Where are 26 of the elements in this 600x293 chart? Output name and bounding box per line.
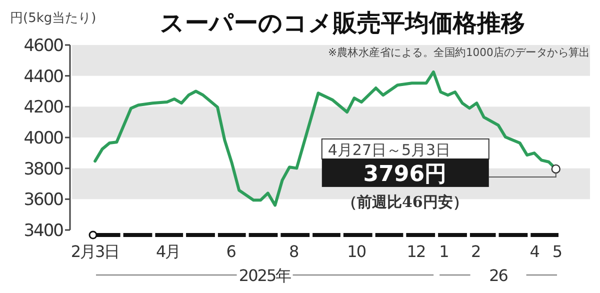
- text: 2025年: [238, 266, 292, 285]
- x-tick-label: 2: [471, 242, 480, 261]
- x-tick-label: 4月: [156, 242, 180, 261]
- callout-box: 4月27日～5月3日 3796円: [321, 138, 556, 187]
- y-tick-label: 3600: [24, 190, 64, 210]
- y-tick-label: 4600: [24, 36, 64, 56]
- y-tick-label: 4400: [24, 66, 64, 87]
- x-tick-label: 1: [439, 242, 448, 261]
- x-tick-label: 2月3日: [70, 242, 120, 261]
- annotation: 4月27日～5月3日: [328, 140, 451, 159]
- x-tick-label: 10: [347, 242, 366, 261]
- y-tick-label: 4000: [24, 128, 64, 148]
- y-tick-label: 3800: [24, 159, 64, 180]
- x-tick-label: 8: [288, 242, 299, 261]
- y-tick-label: 4200: [24, 98, 64, 118]
- x-tick-label: 5: [552, 242, 562, 261]
- x-tick-label: 6: [226, 242, 236, 261]
- y-tick-label: 3400: [24, 220, 64, 241]
- chart-title: スーパーのコメ販売平均価格推移: [160, 9, 525, 37]
- chart-subtitle: ※農林水産省による。全国約1000店のデータから算出: [328, 46, 596, 59]
- y-axis-title: 円(5kg当たり): [10, 11, 96, 26]
- text: 26: [489, 266, 508, 285]
- annotation: 3796円: [363, 162, 447, 187]
- annotation: （前週比46円安）: [342, 192, 468, 211]
- x-tick-label: 4: [530, 242, 540, 261]
- x-tick-label: 12: [406, 242, 426, 261]
